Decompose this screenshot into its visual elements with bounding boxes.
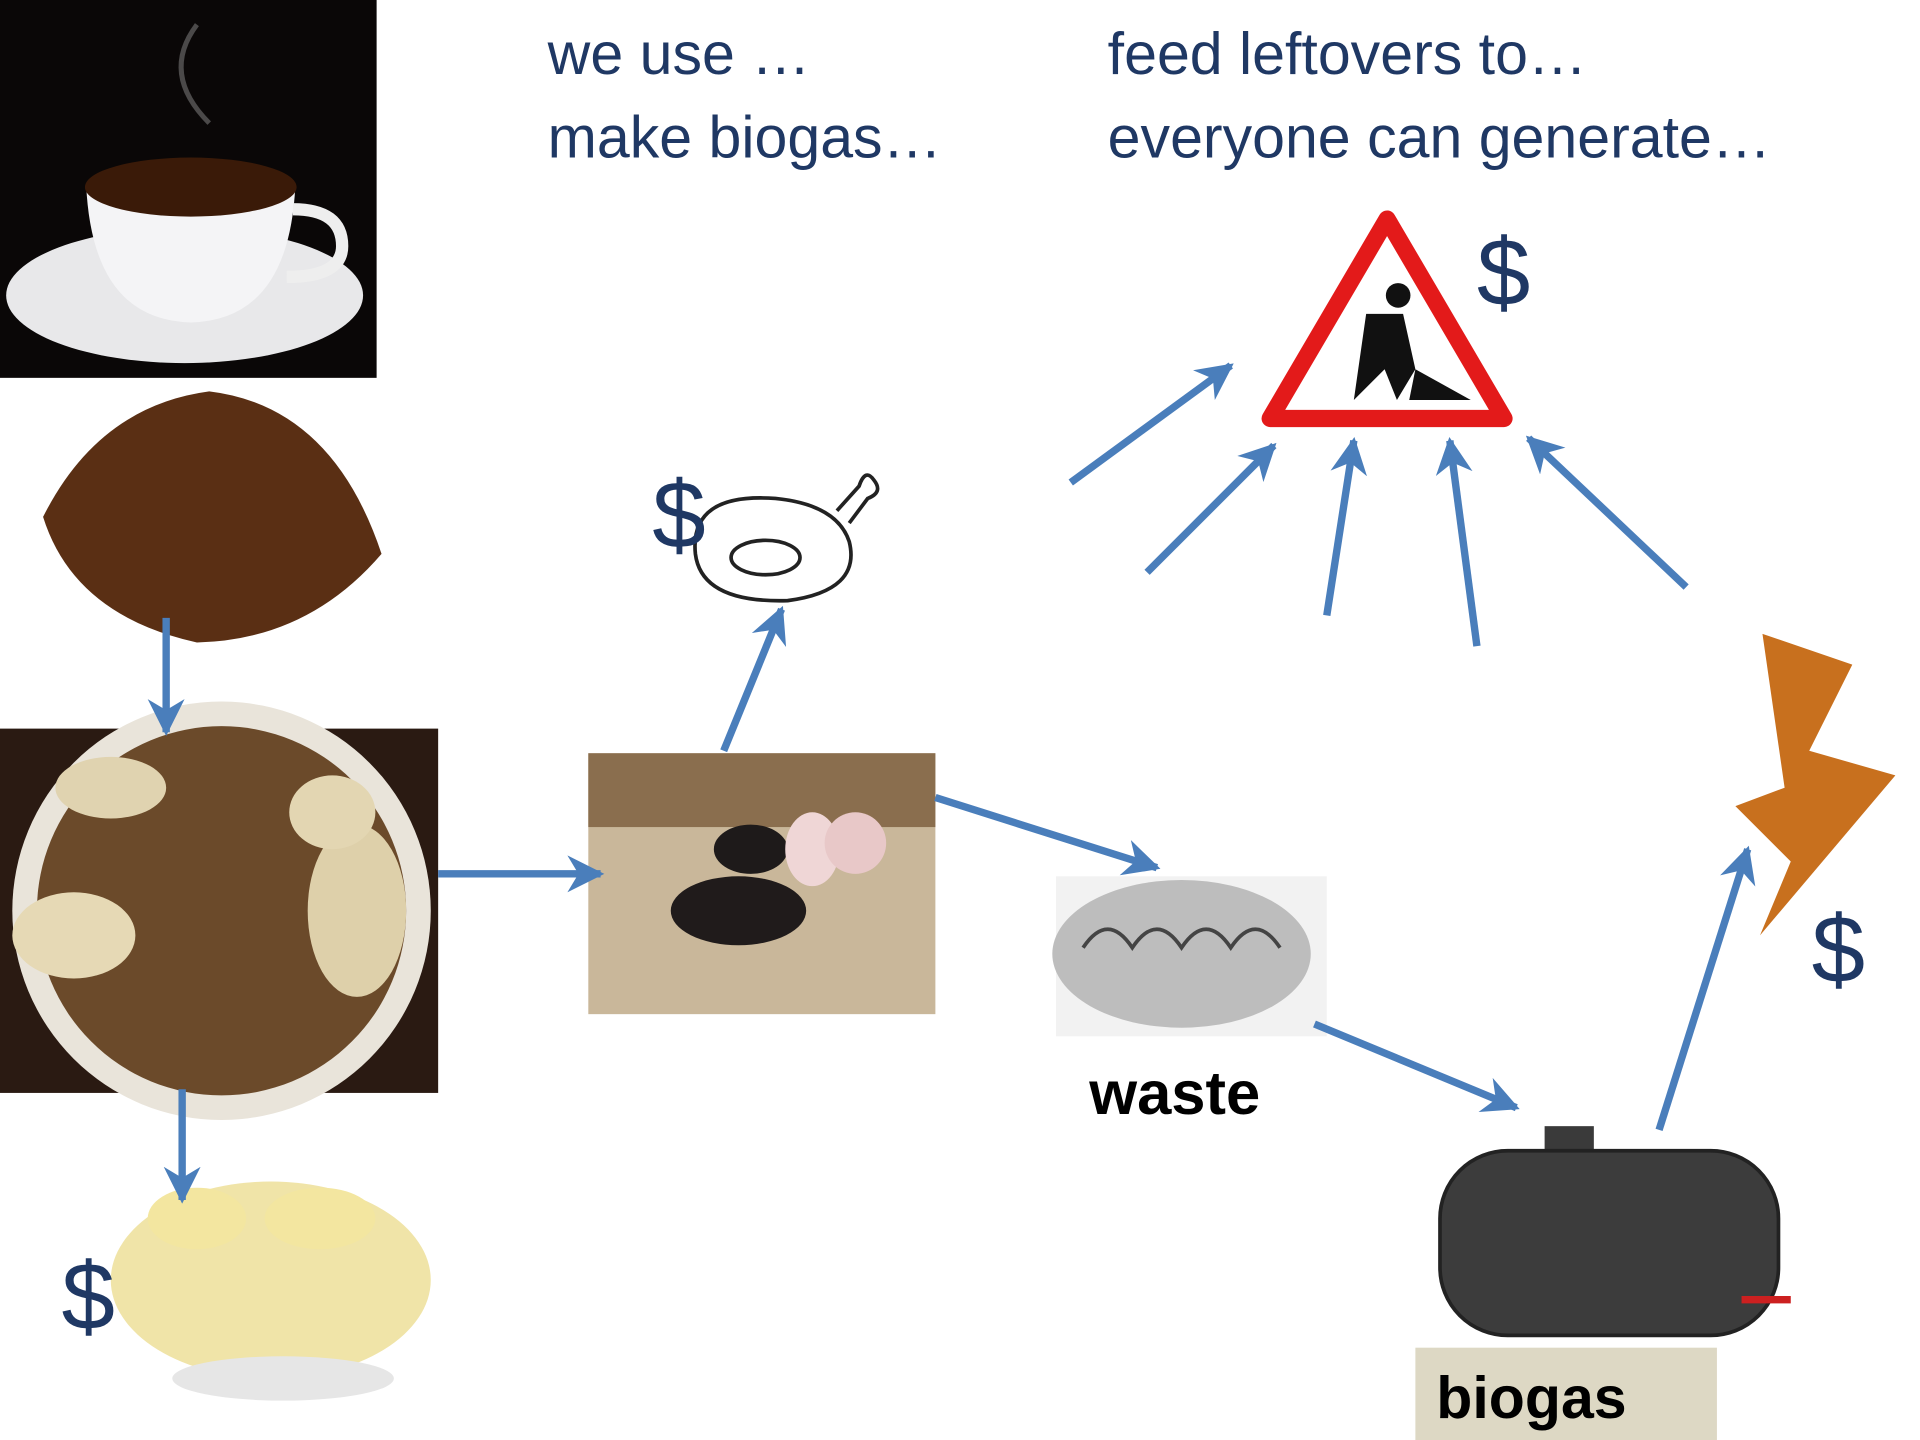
mushrooms-image [111,1182,431,1401]
caption: make biogas… [548,105,942,171]
pigs-image [588,753,935,1014]
money-label: $ [1477,219,1530,326]
diagram: we use … make biogas… feed leftovers to…… [0,0,1920,1440]
biogas-label: biogas [1436,1365,1626,1431]
meat-image [695,475,878,601]
money-label: $ [652,462,705,569]
money-label: $ [1812,896,1865,1003]
electricity-icon [1735,634,1895,936]
money-label: $ [62,1243,115,1350]
waste-label: waste [1088,1059,1260,1128]
caption: everyone can generate… [1108,105,1771,171]
caption: feed leftovers to… [1108,21,1587,87]
infrastructure-sign [1270,219,1504,418]
coffee-grounds-image [43,391,381,642]
waste-image [1052,876,1326,1036]
page: we use … make biogas… feed leftovers to…… [0,0,1920,1440]
mushroom-bowl-image [0,702,438,1120]
biogas-tank-image [1440,1126,1791,1335]
coffee-image [0,0,377,378]
caption: we use … [547,21,811,87]
